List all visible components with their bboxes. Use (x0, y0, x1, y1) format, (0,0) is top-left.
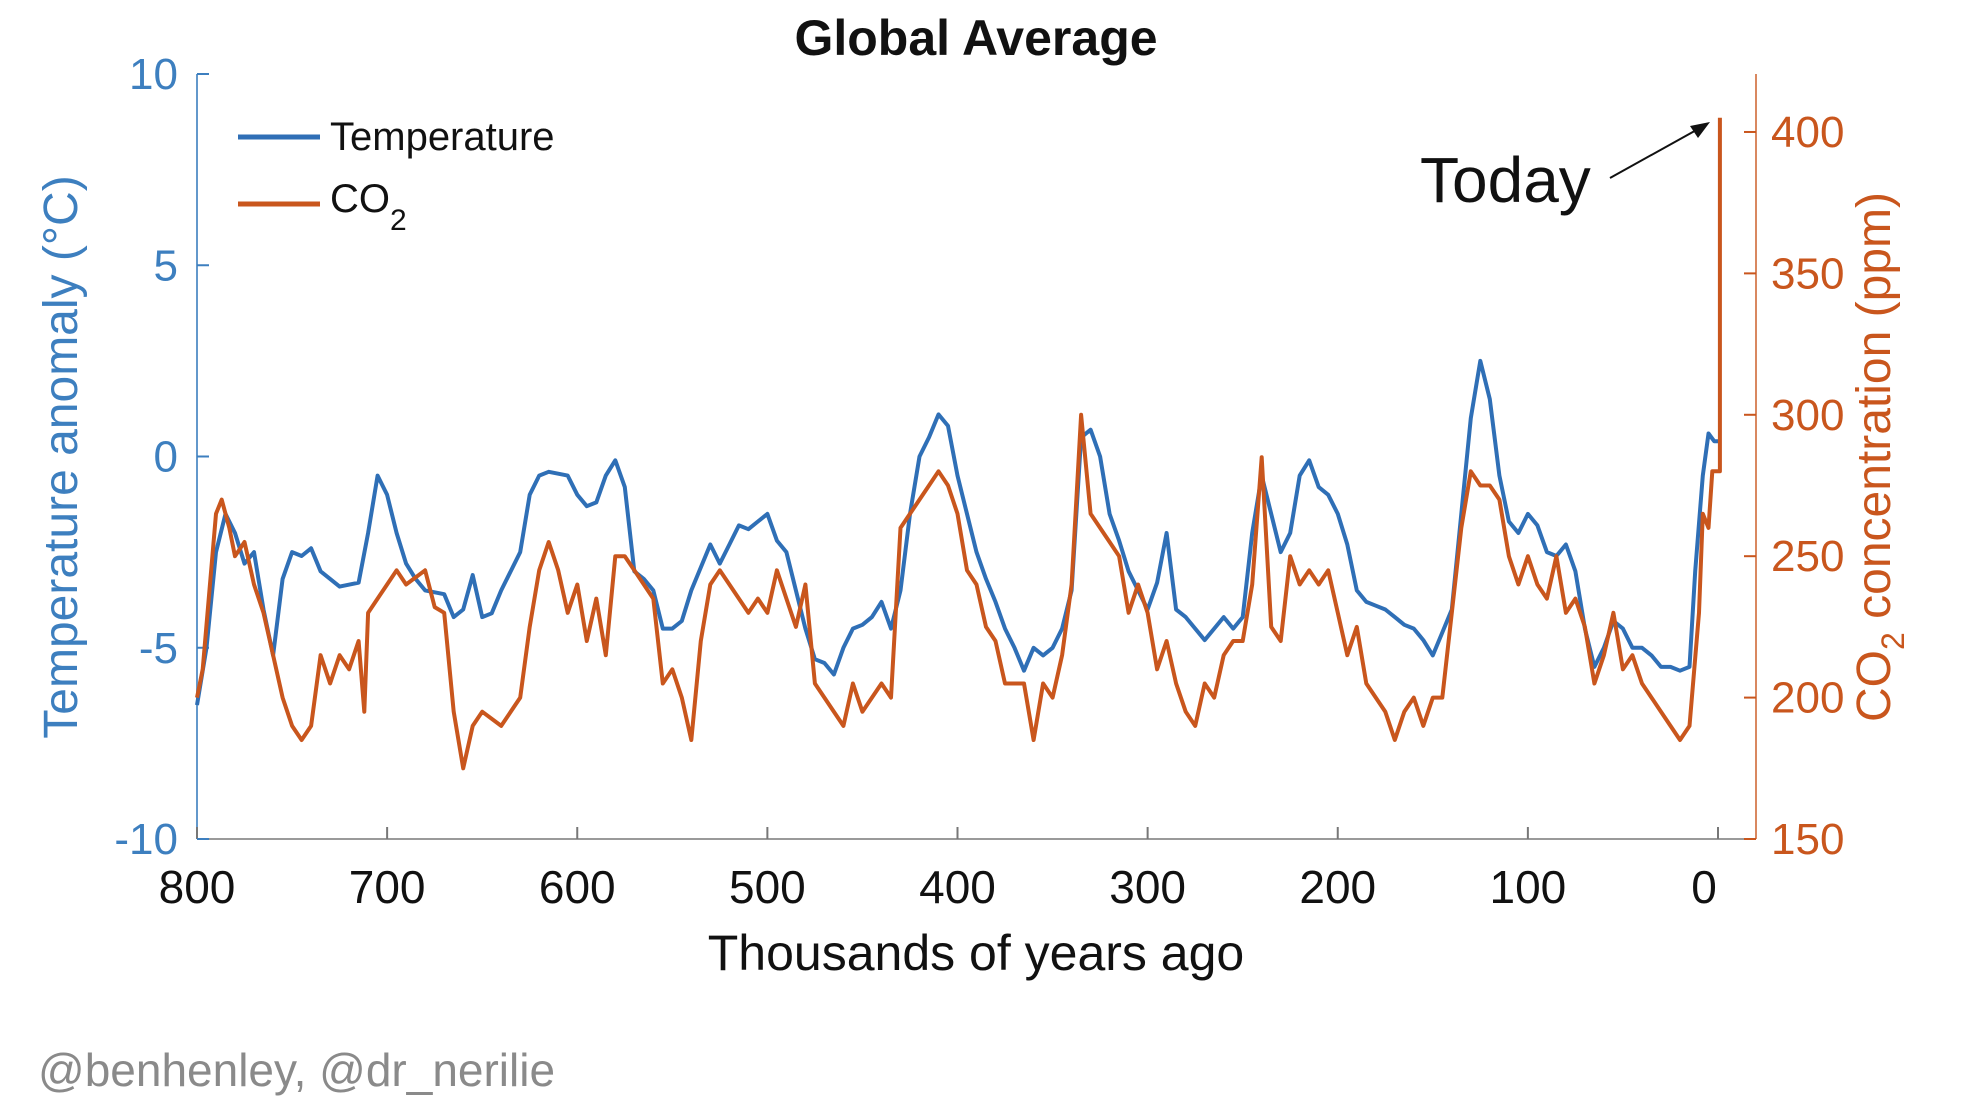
y-tick-label-left: -5 (139, 624, 178, 673)
y-tick-label-left: 10 (129, 50, 178, 99)
x-tick-label: 300 (1109, 861, 1186, 913)
chart-title: Global Average (794, 10, 1157, 66)
axes: 800 700 600 500 400 300 200 100 0 10 5 0 -5 -10 400 350… (114, 50, 1844, 913)
y-tick-label-left: -10 (114, 815, 178, 864)
y-tick-label-right: 400 (1771, 108, 1844, 157)
legend: Temperature CO2 (238, 115, 555, 237)
series-line-co2 (195, 117, 1722, 771)
x-tick-label: 0 (1691, 861, 1717, 913)
x-tick-label: 500 (729, 861, 806, 913)
series-group (195, 117, 1722, 771)
y-tick-label-right: 200 (1771, 674, 1844, 723)
y-tick-label-left: 0 (154, 433, 178, 482)
annotation-today: Today (1420, 144, 1591, 216)
annotation-arrow (1609, 127, 1701, 179)
y-tick-label-right: 150 (1771, 815, 1844, 864)
y-axis-right-label: CO2 concentration (ppm) (1848, 192, 1911, 722)
x-axis-label: Thousands of years ago (708, 925, 1244, 981)
legend-label-co2: CO2 (330, 177, 407, 237)
y-tick-label-right: 250 (1771, 532, 1844, 581)
y-axis-left-label: Temperature anomaly (°C) (35, 175, 88, 738)
series-line-temperature (195, 358, 1718, 706)
x-tick-label: 100 (1490, 861, 1567, 913)
y-tick-label-right: 300 (1771, 391, 1844, 440)
x-tick-label: 800 (159, 861, 236, 913)
x-tick-label: 600 (539, 861, 616, 913)
credit: @benhenley, @dr_nerilie (38, 1044, 555, 1096)
x-tick-label: 700 (349, 861, 426, 913)
y-tick-label-left: 5 (154, 241, 178, 290)
legend-label-temperature: Temperature (330, 115, 555, 159)
y-tick-label-right: 350 (1771, 249, 1844, 298)
arrow-head-icon (1690, 122, 1710, 138)
x-tick-label: 200 (1299, 861, 1376, 913)
x-tick-label: 400 (919, 861, 996, 913)
